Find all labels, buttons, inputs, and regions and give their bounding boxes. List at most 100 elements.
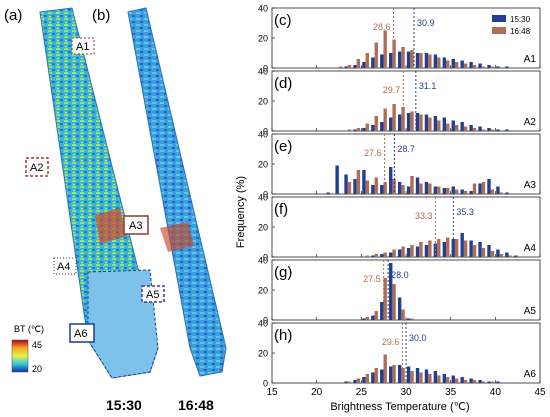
bar-1648 [410,111,414,131]
bar-1530 [505,192,509,194]
bar-1648 [490,381,495,383]
bar-1530 [505,252,509,257]
bar-1648 [428,117,432,131]
bar-1648 [454,239,459,257]
bar-1648 [365,180,370,194]
bar-1530 [397,249,402,257]
bar-1530 [442,117,447,131]
bar-1530 [451,375,455,383]
bar-1530 [478,126,482,131]
bar-1530 [406,51,411,68]
y-axis-label: Frequency (%) [235,176,247,248]
bar-1530 [433,54,438,68]
bar-1648 [463,63,468,68]
bar-1530 [424,182,429,194]
bar-1648 [410,50,414,68]
bar-1648 [347,381,352,383]
bar-1648 [338,66,343,68]
bar-1530 [478,380,482,383]
mean-label-1530: 35.3 [456,207,474,217]
bar-1530 [496,66,500,68]
bar-1530 [380,122,384,131]
svg-text:A4: A4 [57,261,70,273]
histogram-a2: 0 20 40 29.7 31.1 (d) A2 [258,67,541,137]
bar-1530 [496,249,500,257]
bar-1530 [344,381,348,383]
mean-label-1648: 33.3 [415,211,433,221]
mean-label-1530: 31.1 [419,81,437,91]
bar-1648 [463,240,468,257]
bar-1530 [353,179,357,194]
bar-1530 [344,174,348,194]
plot-frame [271,70,541,132]
mean-label-1530: 30.0 [409,333,427,343]
bar-1648 [446,188,450,194]
bar-1648 [446,60,450,68]
bar-1530 [496,381,500,383]
bar-1648 [490,189,495,194]
bar-1530 [460,122,464,131]
bar-1530 [406,186,411,194]
legend-swatch-1648 [492,27,506,34]
panel-letter: (f) [274,201,288,218]
histogram-a1: 0 20 40 28.6 30.9 (c) A1 [258,4,541,74]
region-label: A4 [524,243,537,254]
bar-1530 [362,128,366,131]
bar-1648 [428,240,432,257]
bar-1530 [433,186,438,194]
svg-text:A6: A6 [74,328,87,340]
bar-1530 [389,167,393,194]
y-tick-label: 0 [263,127,268,137]
bar-1530 [496,129,500,131]
bar-1530 [433,371,438,383]
region-label: A3 [524,180,537,191]
bar-1530 [406,113,411,131]
region-box-a1: A1 [71,37,95,55]
bar-1648 [347,129,352,131]
bar-1530 [460,233,464,257]
panel-letter: (h) [274,327,292,344]
bar-1530 [362,62,366,68]
mean-label-1530: 30.9 [417,18,435,28]
bar-1648 [347,182,352,194]
region-label: A1 [524,54,537,65]
bar-1530 [371,255,375,257]
y-tick-label: 20 [258,349,268,359]
bar-1648 [472,380,477,383]
bar-1530 [415,113,420,131]
bar-1530 [505,66,509,68]
bar-1648 [365,255,370,257]
bar-1648 [383,354,387,383]
bar-1648 [481,66,486,68]
bar-1648 [356,128,361,131]
bar-1530 [415,53,420,68]
bar-1530 [353,129,357,131]
bar-1530 [460,60,464,68]
bar-1648 [356,378,361,383]
panel-letter: (g) [274,264,292,281]
bar-1648 [383,30,387,68]
bar-1648 [472,65,477,68]
mean-label-1648: 27.5 [363,274,381,284]
bar-1530 [442,242,447,257]
bar-1530 [442,57,447,68]
bar-1530 [478,183,482,194]
bar-1648 [392,284,396,320]
bar-1648 [499,254,504,257]
panel-letter: (e) [274,138,292,155]
x-axis-label: Brightness Temperature (℃) [330,401,469,413]
bar-1530 [389,366,393,383]
bar-1648 [374,177,378,194]
bar-1648 [437,120,441,131]
bar-1530 [344,66,348,68]
region-label: A5 [524,306,537,317]
bar-1648 [419,372,423,383]
mean-label-1530: 28.7 [397,144,415,154]
histogram-a5: 0 20 40 27.5 28.0 (g) A5 [258,256,541,326]
bar-1530 [362,377,366,383]
bar-1648 [392,365,396,383]
bar-1530 [380,54,384,68]
bar-1648 [374,42,378,68]
bar-1530 [389,252,393,257]
bar-1648 [490,66,495,68]
